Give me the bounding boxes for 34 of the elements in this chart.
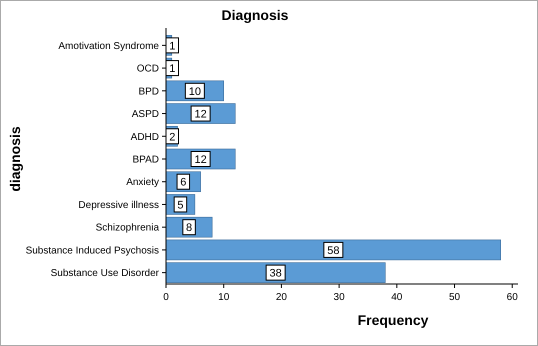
bar [166, 262, 386, 283]
x-tick-label: 30 [334, 292, 346, 303]
data-label: 12 [194, 154, 207, 166]
data-label: 1 [169, 40, 176, 52]
data-label: 38 [270, 268, 282, 280]
x-axis-title: Frequency [358, 312, 429, 328]
data-label: 12 [194, 108, 207, 121]
data-label: 8 [186, 222, 192, 234]
data-label: 1 [169, 63, 176, 76]
data-label: 10 [188, 86, 201, 98]
y-axis-title: diagnosis [7, 126, 23, 192]
y-tick-label: Amotivation Syndrome [58, 40, 160, 52]
bar [166, 240, 501, 260]
y-tick-label: Schizophrenia [96, 222, 160, 234]
y-tick-label: ADHD [130, 132, 159, 143]
x-tick-label: 50 [448, 292, 461, 303]
data-label: 58 [327, 244, 340, 257]
y-tick-label: OCD [136, 64, 159, 75]
data-label: 2 [169, 131, 176, 144]
y-tick-label: BPD [138, 86, 159, 98]
data-label: 5 [177, 199, 184, 212]
data-label: 6 [180, 176, 186, 189]
x-tick-label: 20 [276, 292, 288, 303]
x-tick-label: 60 [506, 292, 518, 303]
chart-title: Diagnosis [222, 7, 289, 23]
x-tick-label: 10 [218, 292, 230, 303]
y-tick-label: BPAD [132, 154, 159, 166]
y-tick-label: Substance Induced Psychosis [26, 245, 159, 256]
y-tick-label: ASPD [132, 109, 159, 120]
y-tick-label: Anxiety [126, 177, 159, 188]
y-tick-label: Depressive illness [78, 200, 159, 211]
y-tick-label: Substance Use Disorder [50, 268, 160, 280]
x-tick-label: 40 [391, 292, 403, 303]
x-tick-label: 0 [163, 292, 170, 303]
